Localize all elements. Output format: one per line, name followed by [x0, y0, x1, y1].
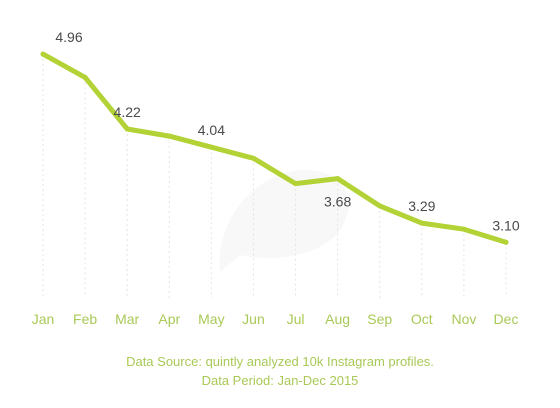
x-tick-label-feb: Feb [73, 311, 97, 327]
data-point-jul [293, 181, 299, 187]
x-tick-label-apr: Apr [158, 311, 180, 327]
data-source-note: Data Source: quintly analyzed 10k Instag… [126, 354, 434, 369]
series-line [40, 51, 509, 245]
watermark-logo [219, 169, 349, 272]
data-label-dec: 3.10 [492, 217, 519, 233]
data-label-may: 4.04 [198, 122, 225, 138]
data-period-note: Data Period: Jan-Dec 2015 [201, 373, 359, 388]
data-label-aug: 3.68 [324, 194, 351, 210]
data-point-dec [503, 239, 509, 245]
data-point-sep [377, 203, 383, 209]
data-point-jun [250, 155, 256, 161]
x-tick-label-nov: Nov [451, 311, 476, 327]
x-tick-label-may: May [198, 311, 224, 327]
x-tick-label-dec: Dec [494, 311, 519, 327]
data-point-aug [335, 176, 341, 182]
x-tick-label-sep: Sep [367, 311, 392, 327]
x-tick-label-aug: Aug [325, 311, 350, 327]
line-chart: 4.96 4.22 4.04 3.68 3.29 3.10 Jan Feb Mar Apr May… [32, 29, 520, 327]
data-point-mar [124, 126, 130, 132]
x-tick-label-jan: Jan [32, 311, 55, 327]
data-label-oct: 3.29 [408, 198, 435, 214]
data-point-apr [166, 133, 172, 139]
x-tick-label-jun: Jun [242, 311, 265, 327]
data-label-jan: 4.96 [55, 29, 82, 45]
data-point-oct [419, 220, 425, 226]
x-tick-label-jul: Jul [287, 311, 305, 327]
data-label-mar: 4.22 [114, 104, 141, 120]
x-tick-label-oct: Oct [411, 311, 433, 327]
data-point-feb [82, 74, 88, 80]
x-tick-label-mar: Mar [115, 311, 139, 327]
data-point-may [208, 144, 214, 150]
data-point-nov [461, 226, 467, 232]
data-point-jan [40, 51, 46, 57]
